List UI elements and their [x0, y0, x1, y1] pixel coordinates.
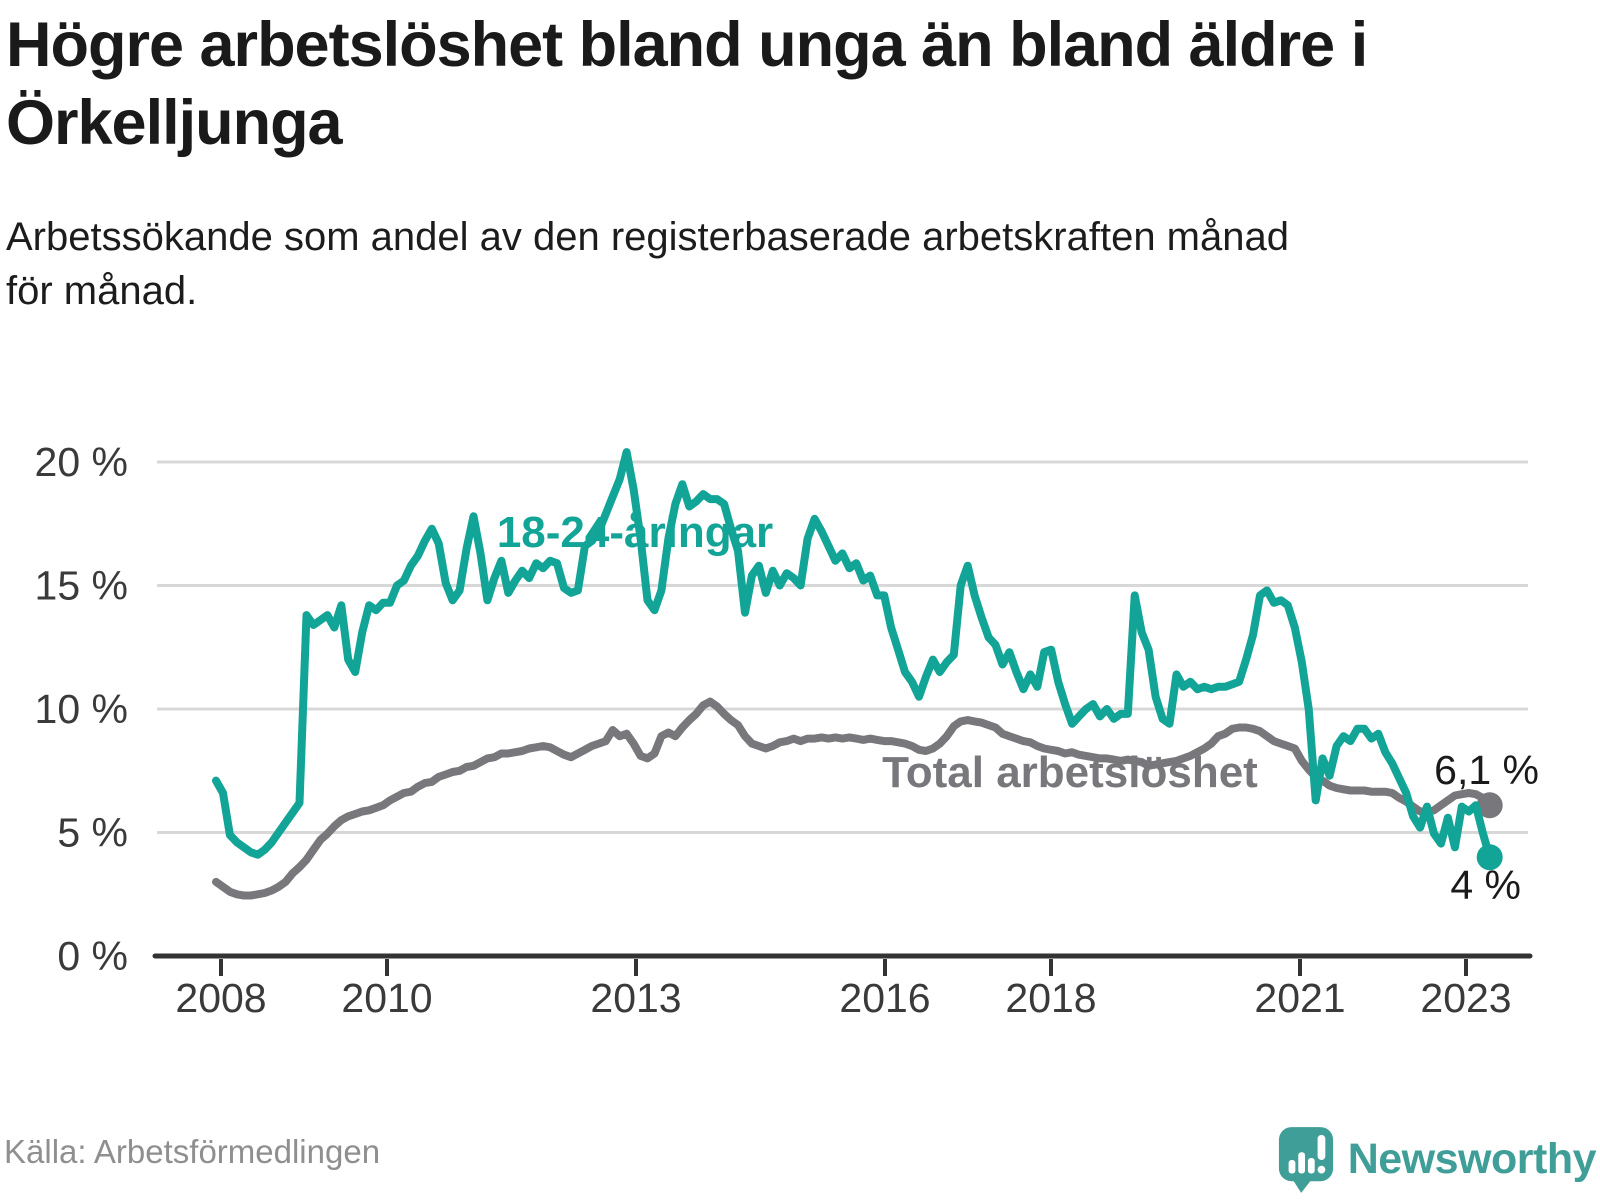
page-subtitle-line1: Arbetssökande som andel av den registerb… — [6, 215, 1289, 259]
y-axis-tick-label: 10 % — [35, 686, 128, 732]
y-axis-tick-label: 15 % — [35, 563, 128, 609]
end-value-label-young: 4 % — [1450, 862, 1521, 908]
end-value-label-total: 6,1 % — [1434, 747, 1539, 793]
series-label-total: Total arbetslöshet — [882, 748, 1258, 797]
x-axis-tick-label: 2008 — [175, 975, 266, 1021]
line-series-young — [212, 448, 1494, 862]
line-series-total — [212, 697, 1494, 900]
newsworthy-logo-text: Newsworthy — [1347, 1134, 1597, 1183]
y-axis-tick-label: 20 % — [35, 439, 128, 485]
x-axis-tick-label: 2010 — [341, 975, 432, 1021]
y-axis-tick-label: 5 % — [57, 810, 128, 856]
x-axis-tick-label: 2018 — [1005, 975, 1096, 1021]
chart-annotations: 18-24-åringar Total arbetslöshet 6,1 % 4… — [497, 508, 1539, 908]
x-axis-tick-label: 2023 — [1420, 975, 1511, 1021]
y-axis-tick-label: 0 % — [57, 933, 128, 979]
x-axis-tick-label: 2013 — [590, 975, 681, 1021]
page-title-line1: Högre arbetslöshet bland unga än bland ä… — [6, 10, 1368, 80]
x-axis-tick-label: 2021 — [1254, 975, 1345, 1021]
data-series — [212, 448, 1503, 900]
end-point-marker — [1476, 792, 1503, 819]
x-axis-tick-label: 2016 — [839, 975, 930, 1021]
end-point-marker — [1476, 844, 1503, 871]
series-label-young: 18-24-åringar — [497, 508, 773, 557]
page-subtitle-line2: för månad. — [6, 269, 198, 313]
gridlines — [157, 460, 1528, 834]
page-title-line2: Örkelljunga — [6, 88, 343, 159]
axis-ticks: 20 % 15 % 10 % 5 % 0 % 2008 2010 2013 2016 2018 20… — [35, 439, 1512, 1021]
newsworthy-logo-icon — [1278, 1127, 1333, 1193]
source-attribution: Källa: Arbetsförmedlingen — [4, 1133, 381, 1170]
page-subtitle: Arbetssökande som andel av den registerb… — [6, 210, 1566, 318]
newsworthy-logo: Newsworthy — [1277, 1116, 1597, 1200]
page-title: Högre arbetslöshet bland unga än bland ä… — [6, 6, 1566, 162]
